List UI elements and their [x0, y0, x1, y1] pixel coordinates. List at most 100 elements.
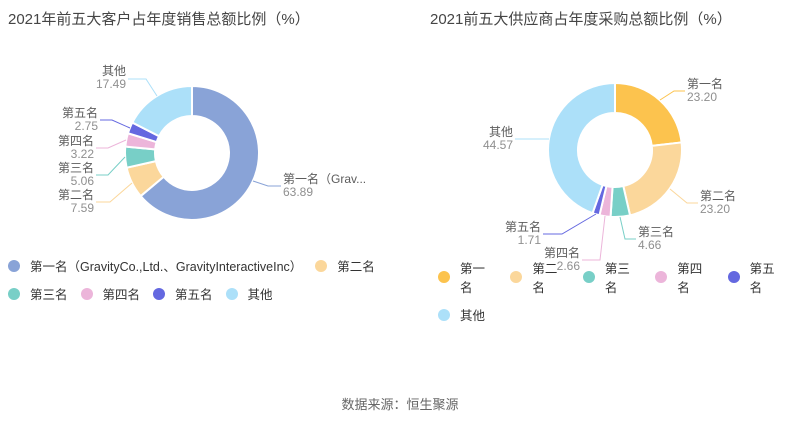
slice-label-4: 第五名 2.75 — [62, 107, 98, 133]
label-leader-line-0 — [252, 180, 281, 187]
legend-item-0[interactable]: 第一名（GravityCo.,Ltd.、GravityInteractiveIn… — [8, 256, 302, 275]
slice-label-value: 2.75 — [74, 119, 98, 133]
legend-row: 第一名（GravityCo.,Ltd.、GravityInteractiveIn… — [8, 256, 388, 275]
label-leader-line-4 — [100, 119, 131, 129]
slice-label-4: 第五名 1.71 — [505, 221, 541, 247]
legend-color-dot-icon — [438, 308, 450, 321]
slice-label-name: 第二名 — [57, 188, 94, 202]
slice-label-name: 其他 — [488, 125, 513, 139]
slice-label-3: 第四名 3.22 — [58, 135, 94, 161]
legend-item-0[interactable]: 第一名 — [438, 258, 497, 296]
slice-label-value: 44.57 — [482, 138, 513, 152]
customer-chart-title: 2021年前五大客户占年度销售总额比例（%） — [8, 11, 310, 28]
legend-row: 第一名 第二名 第三名 第四名 第五名 — [438, 258, 800, 296]
slice-label-name: 第二名 — [700, 189, 737, 203]
slice-label-value: 63.89 — [283, 185, 314, 199]
legend-color-dot-icon — [727, 271, 740, 283]
slice-label-name: 第五名 — [61, 106, 98, 120]
legend-item-label: 第二名 — [337, 260, 375, 274]
customer-donut-plot: 第一名（Grav... 63.89 第二名 7.59 第三名 5.06 第四名 3.22 第五名… — [0, 55, 400, 305]
legend-color-dot-icon — [510, 271, 523, 283]
legend-item-label: 第三名 — [604, 262, 630, 295]
pie-slice-1[interactable] — [622, 141, 683, 217]
label-leader-line-3 — [582, 215, 606, 261]
label-leader-line-2 — [619, 216, 636, 240]
data-source: 数据来源：恒生聚源 — [341, 397, 459, 412]
legend-item-3[interactable]: 第四名 — [80, 284, 141, 303]
label-leader-line-0 — [659, 90, 685, 101]
slice-label-0: 第一名（Grav... 63.89 — [283, 173, 366, 199]
legend-color-dot-icon — [438, 271, 450, 283]
legend-color-dot-icon — [225, 287, 238, 300]
supplier-donut-plot: 第一名 23.20 第二名 23.20 第三名 4.66 第四名 2.66 第五名 1.71 其他 4… — [400, 55, 800, 305]
customer-chart-panel: 2021年前五大客户占年度销售总额比例（%） 第一名（Grav... 63.89 第… — [0, 11, 400, 305]
slice-label-value: 17.49 — [95, 77, 126, 91]
slice-label-value: 2.66 — [556, 259, 580, 273]
slice-label-value: 23.20 — [687, 90, 718, 104]
slice-label-1: 第二名 23.20 — [700, 190, 736, 216]
slice-label-2: 第三名 4.66 — [638, 226, 674, 252]
slice-label-2: 第三名 5.06 — [58, 162, 94, 188]
legend-item-5[interactable]: 其他 — [225, 284, 273, 303]
legend-item-4[interactable]: 第五名 — [727, 258, 787, 296]
label-leader-line-4 — [543, 213, 597, 235]
legend-item-label: 第五名 — [175, 288, 213, 302]
supplier-chart-panel: 2021前五大供应商占年度采购总额比例（%） 第一名 23.20 第二名 23.20 第… — [400, 0, 800, 438]
supplier-chart-title: 2021前五大供应商占年度采购总额比例（%） — [430, 11, 732, 28]
customer-donut-chart — [96, 78, 281, 221]
legend-item-label: 第一名 — [460, 262, 486, 295]
legend-item-label: 第二名 — [532, 262, 558, 295]
slice-label-value: 23.20 — [700, 202, 731, 216]
legend-item-label: 第三名 — [30, 288, 68, 302]
slice-label-name: 其他 — [101, 64, 126, 78]
slice-label-value: 3.22 — [70, 147, 94, 161]
legend-color-dot-icon — [655, 271, 668, 283]
label-leader-line-1 — [96, 182, 133, 203]
slice-label-name: 第三名 — [57, 161, 94, 175]
legend-item-4[interactable]: 第五名 — [153, 284, 213, 303]
supplier-chart-legend: 第一名 第二名 第三名 第四名 第五名其他 — [438, 258, 800, 324]
legend-color-dot-icon — [80, 287, 93, 300]
legend-color-dot-icon — [8, 259, 20, 272]
legend-item-2[interactable]: 第三名 — [8, 284, 68, 303]
label-leader-line-1 — [669, 188, 698, 204]
slice-label-name: 第四名 — [57, 134, 94, 148]
legend-color-dot-icon — [8, 287, 20, 300]
legend-item-label: 其他 — [460, 309, 486, 323]
slice-label-0: 第一名 23.20 — [687, 78, 723, 104]
slice-label-name: 第五名 — [504, 220, 541, 234]
legend-item-1[interactable]: 第二名 — [315, 256, 375, 275]
slice-label-name: 第四名 — [543, 246, 580, 260]
slice-label-value: 1.71 — [517, 233, 541, 247]
slice-label-value: 5.06 — [70, 174, 94, 188]
slice-label-value: 7.59 — [70, 201, 94, 215]
legend-item-label: 第一名（GravityCo.,Ltd.、GravityInteractiveIn… — [30, 260, 303, 274]
legend-item-3[interactable]: 第四名 — [655, 258, 714, 296]
label-leader-line-5 — [128, 78, 158, 97]
slice-label-name: 第三名 — [638, 225, 675, 239]
legend-color-dot-icon — [315, 259, 328, 272]
label-leader-line-3 — [96, 139, 127, 149]
slice-label-name: 第一名（Grav... — [283, 172, 367, 186]
legend-row: 第三名 第四名 第五名 其他 — [8, 284, 388, 303]
slice-label-5: 其他 44.57 — [483, 126, 513, 152]
legend-item-label: 第五名 — [749, 262, 775, 295]
legend-row: 其他 — [438, 305, 800, 324]
legend-item-label: 第四名 — [102, 288, 141, 302]
legend-item-label: 第四名 — [677, 262, 703, 295]
legend-item-1[interactable]: 第二名 — [510, 258, 569, 296]
legend-item-5[interactable]: 其他 — [438, 305, 485, 324]
slice-label-1: 第二名 7.59 — [58, 189, 94, 215]
label-leader-line-2 — [96, 156, 126, 176]
slice-label-3: 第四名 2.66 — [544, 247, 580, 273]
pie-slice-5[interactable] — [130, 84, 193, 138]
pie-slice-0[interactable] — [139, 84, 260, 221]
slice-label-name: 第一名 — [687, 77, 724, 91]
slice-label-5: 其他 17.49 — [96, 65, 126, 91]
legend-item-2[interactable]: 第三名 — [582, 258, 642, 296]
slice-label-value: 4.66 — [638, 238, 662, 252]
supplier-donut-chart — [515, 81, 698, 261]
pie-slice-5[interactable] — [547, 81, 616, 215]
legend-item-label: 其他 — [247, 288, 273, 302]
